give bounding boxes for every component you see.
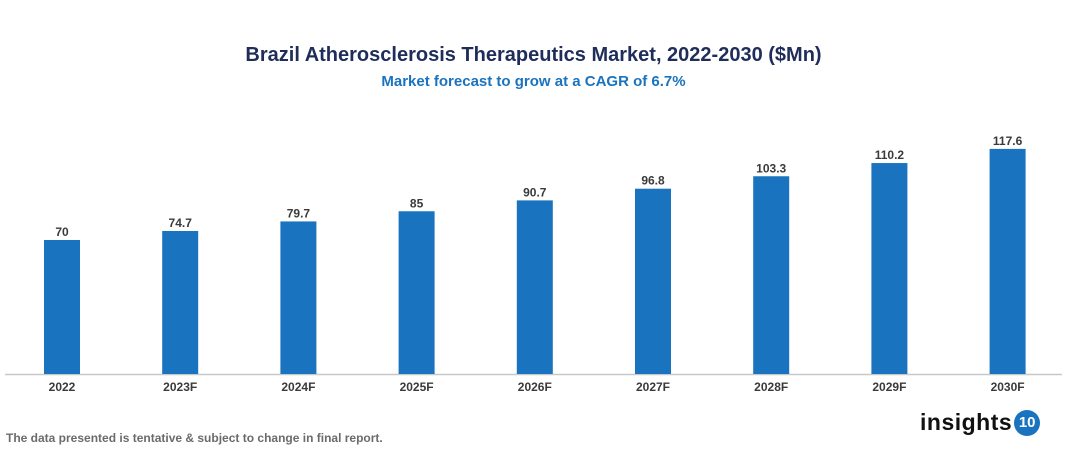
- data-label: 74.7: [169, 216, 193, 230]
- bar-2028F: [753, 176, 790, 374]
- data-label: 79.7: [287, 206, 311, 220]
- data-label: 110.2: [875, 148, 905, 162]
- x-tick-label: 2023F: [163, 380, 197, 394]
- disclaimer-text: The data presented is tentative & subjec…: [6, 431, 383, 445]
- bar-2025F: [398, 211, 435, 374]
- chart-title: Brazil Atherosclerosis Therapeutics Mark…: [245, 44, 822, 66]
- x-tick-label: 2024F: [281, 380, 315, 394]
- bar-2027F: [635, 188, 671, 374]
- bar-2029F: [871, 163, 908, 374]
- bar-2026F: [516, 200, 553, 374]
- data-label: 103.3: [756, 161, 786, 175]
- x-tick-label: 2025F: [400, 380, 434, 394]
- data-label: 96.8: [641, 174, 665, 188]
- x-tick-label: 2030F: [991, 380, 1025, 394]
- chart-subtitle: Market forecast to grow at a CAGR of 6.7…: [381, 73, 686, 90]
- data-label: 117.6: [993, 134, 1023, 148]
- insights10-logo: insights 10: [920, 409, 1041, 436]
- data-label: 70: [55, 225, 69, 239]
- logo-text: insights: [920, 409, 1013, 435]
- x-tick-label: 2026F: [518, 380, 552, 394]
- x-tick-label: 2022: [49, 380, 76, 394]
- bar-2030F: [989, 148, 1026, 374]
- logo-badge: 10: [1014, 409, 1041, 436]
- data-label: 85: [410, 196, 424, 210]
- x-tick-label: 2028F: [754, 380, 788, 394]
- bar-2023F: [162, 231, 199, 374]
- bar-2022: [44, 240, 80, 374]
- data-label: 90.7: [523, 185, 547, 199]
- bar-2024F: [280, 221, 317, 374]
- x-tick-label: 2027F: [636, 380, 670, 394]
- x-tick-label: 2029F: [872, 380, 906, 394]
